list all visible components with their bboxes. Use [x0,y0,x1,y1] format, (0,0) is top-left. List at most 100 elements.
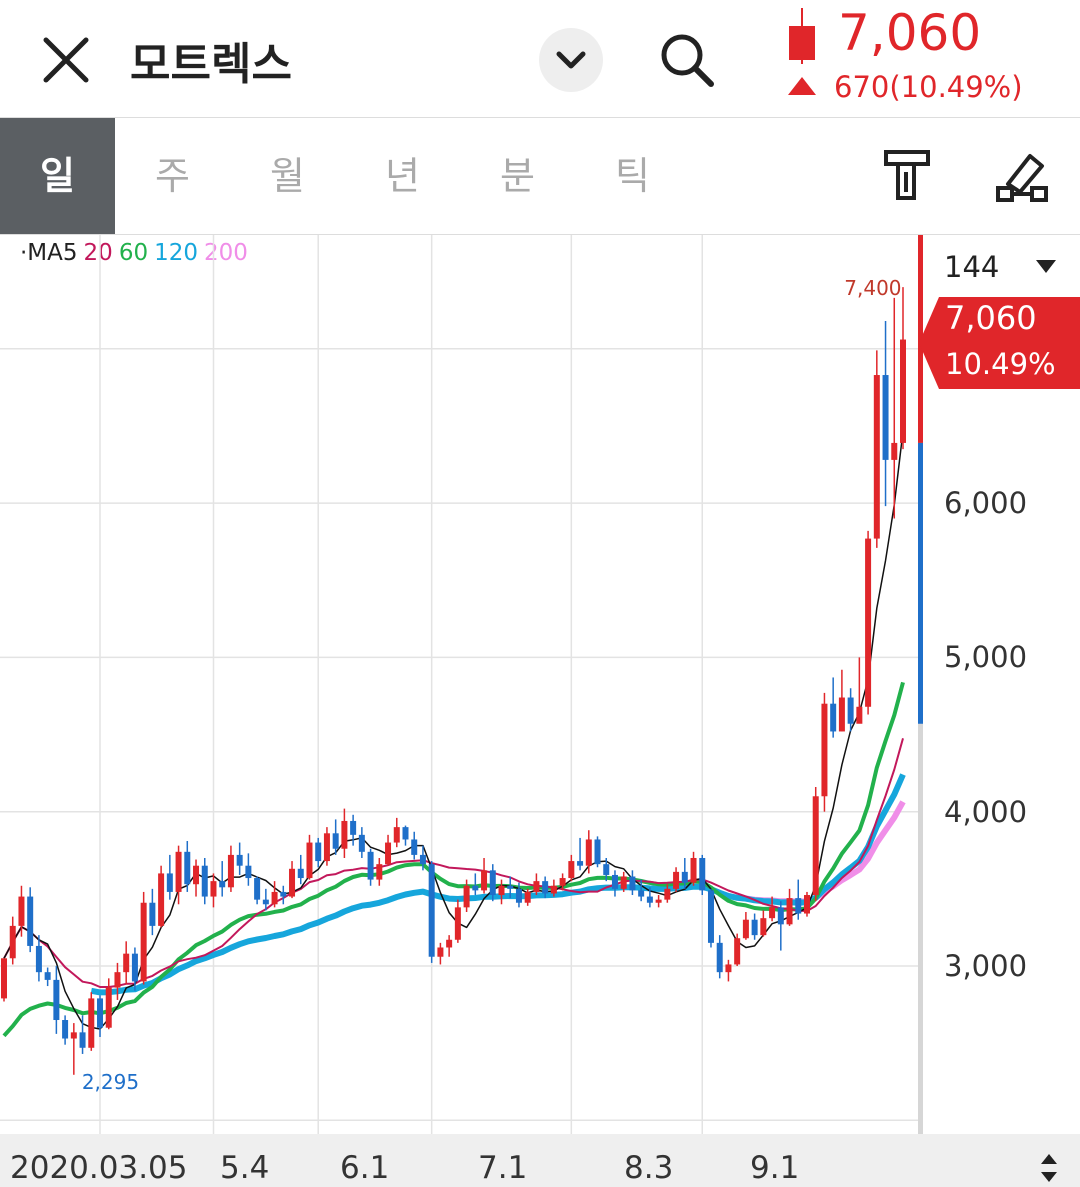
candle [262,888,269,911]
candle [297,854,304,885]
candle-body [891,442,898,460]
candle [9,916,16,965]
candle [585,830,592,874]
candle [865,530,872,715]
candle [655,895,662,908]
caret-down-icon [1036,260,1056,273]
candle [751,913,758,940]
candle [507,876,514,899]
x-tick-label: 2020.03.05 [10,1150,188,1186]
candle-body [332,833,339,849]
candle [515,882,522,908]
candle-body [603,864,610,875]
header: 모트렉스 7,060 670(10.49%) [0,0,1080,118]
candle-body [699,857,706,891]
ma-legend: ·MA5 20 60 120 200 [20,240,254,266]
ma-legend-200: 200 [204,240,248,266]
candle [140,891,147,985]
y-tick-label: 3,000 [944,949,1028,983]
indicator-tool-icon[interactable] [880,148,936,204]
candle-body [411,839,418,855]
scroll-updown-icon[interactable] [1040,1152,1058,1184]
candle-body [803,895,810,914]
search-icon[interactable] [655,28,719,92]
candle-body [524,891,531,903]
candlestick-chart[interactable]: 7,400 2,295 [0,235,1080,1134]
ma5-line [3,431,904,1030]
candle [219,861,226,897]
candle-icon [789,8,815,64]
candle-count-select[interactable]: 144 [944,250,1056,284]
pen-draw-icon[interactable] [994,148,1050,204]
candle-body [594,839,601,865]
candle [158,865,165,928]
candle [114,962,121,1000]
candle-body [638,890,645,897]
tab-tick[interactable]: 틱 [615,154,650,198]
candle [716,935,723,979]
candle-body [1,958,7,999]
candle-body [568,861,575,879]
candle-body [454,907,461,940]
candle-body [760,918,767,936]
period-tabs: 일 주 월 년 분 틱 [0,118,1080,235]
x-axis-bar[interactable] [0,1134,1080,1187]
candle [27,887,34,953]
tab-week[interactable]: 주 [155,154,190,198]
tab-minute[interactable]: 분 [500,154,535,198]
candle [838,669,845,732]
ma-legend-20: 20 [83,240,113,266]
price-range-bar-up [918,235,923,443]
candle-body [271,891,278,905]
candle-body [262,899,269,905]
candle [664,884,671,903]
candle [105,978,112,1030]
candle-body [175,851,182,892]
candle-body [673,871,680,889]
candle-body [97,998,104,1028]
ma-legend-prefix: ·MA5 [20,240,78,266]
candle [533,873,540,896]
candle-body [664,888,671,900]
candle-body [646,896,653,903]
candle [707,888,714,948]
candle [332,819,339,855]
candle-body [489,870,496,896]
candle-body [865,538,872,707]
candle-count-value: 144 [944,250,1000,284]
candle [646,887,653,908]
candle [830,677,837,738]
ma20-line [3,738,904,988]
candle [611,870,618,897]
candle-body [734,938,741,965]
candle-body [254,878,261,900]
x-tick-label: 8.3 [624,1150,674,1186]
candle [193,859,200,897]
candle [175,845,182,905]
candle [358,827,365,858]
candle [350,814,357,846]
candle [472,873,479,896]
candle [402,825,409,846]
candle [419,845,426,871]
candle-body [393,827,400,843]
close-icon[interactable] [40,34,92,86]
candle-body [777,907,784,925]
candle-body [27,896,34,946]
candle [88,992,95,1051]
candle-body [515,888,522,903]
candle [454,899,461,943]
candle-body [53,979,60,1021]
stock-dropdown-button[interactable] [539,28,603,92]
candle [481,857,488,894]
tab-day[interactable]: 일 [0,118,115,234]
tab-year[interactable]: 년 [385,154,420,198]
candle-body [786,898,793,925]
candle [821,692,828,812]
tab-month[interactable]: 월 [270,154,305,198]
candle-body [481,870,488,891]
candle-body [297,868,304,879]
current-price: 7,060 [838,4,982,62]
y-tick-label: 5,000 [944,640,1028,675]
candle [245,853,252,886]
